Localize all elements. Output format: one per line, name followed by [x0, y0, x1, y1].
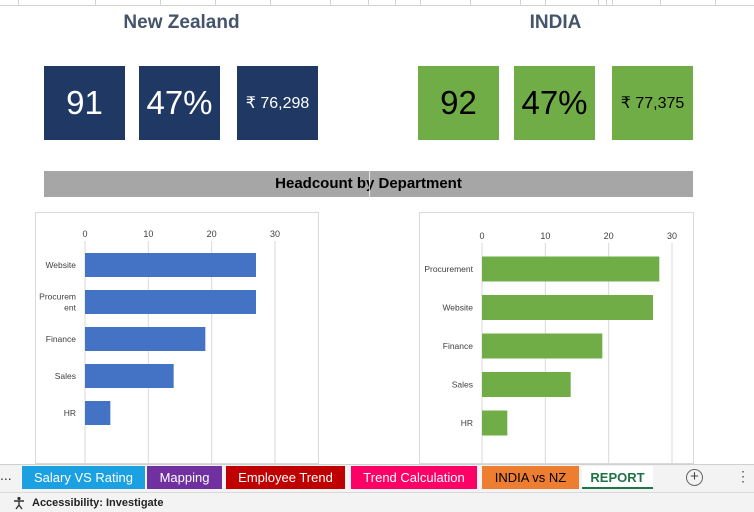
bar: [85, 290, 256, 314]
status-bar: [0, 492, 754, 512]
category-label: Finance: [46, 334, 77, 344]
india-title: INDIA: [529, 12, 582, 33]
tick-label: 20: [604, 231, 614, 241]
tick-label: 10: [143, 229, 153, 239]
tick-label: 0: [82, 229, 87, 239]
category-label: Procurement: [424, 264, 473, 274]
more-sheets-icon[interactable]: ...: [0, 467, 12, 483]
tab-report[interactable]: REPORT: [582, 466, 653, 489]
bar: [482, 333, 603, 359]
bar: [85, 401, 111, 425]
nz-kpi-percentage: 47%: [139, 66, 220, 140]
nz-kpi-headcount: 91: [44, 66, 125, 140]
tab-mapping[interactable]: Mapping: [147, 466, 222, 489]
india-kpi-percentage: 47%: [514, 66, 595, 140]
india-kpi-salary: ₹ 77,375: [612, 66, 693, 140]
tick-label: 30: [270, 229, 280, 239]
banner-divider: [369, 171, 370, 197]
add-sheet-icon[interactable]: +: [686, 469, 703, 486]
banner-title: Headcount by Department: [275, 175, 462, 192]
category-label: Sales: [55, 371, 76, 381]
bar: [85, 364, 174, 388]
accessibility-status[interactable]: Accessibility: Investigate: [32, 497, 164, 509]
india-headcount-chart[interactable]: 0 10 20 30 Procurement Website Finance Sales HR: [419, 212, 694, 464]
tab-salary-vs-rating[interactable]: Salary VS Rating: [22, 466, 145, 489]
chart-canvas: 0 10 20 30 Procurement Website Finance Sales HR: [424, 231, 677, 463]
bar: [85, 253, 256, 277]
category-label: HR: [64, 408, 76, 418]
bar: [482, 295, 653, 320]
tick-label: 30: [667, 231, 677, 241]
category-label: Website: [45, 260, 76, 270]
bar: [482, 256, 660, 282]
category-label: HR: [461, 418, 473, 428]
nz-title: New Zealand: [123, 12, 240, 33]
category-label: Sales: [452, 380, 473, 390]
tick-label: 10: [540, 231, 550, 241]
accessibility-icon[interactable]: [12, 496, 26, 510]
headcount-banner: Headcount by Department: [44, 171, 693, 197]
tab-employee-trend[interactable]: Employee Trend: [226, 466, 345, 489]
tab-trend-calculation[interactable]: Trend Calculation: [351, 466, 477, 489]
tab-india-vs-nz[interactable]: INDIA vs NZ: [482, 466, 579, 489]
bar: [482, 372, 571, 397]
tick-label: 0: [479, 231, 484, 241]
options-icon[interactable]: ⋮: [736, 468, 750, 484]
grid-header-strip: [0, 0, 754, 6]
chart-canvas: 0 10 20 30 Website Procurem ent Finance Sales HR: [39, 229, 280, 463]
category-label: Finance: [443, 341, 474, 351]
india-kpi-headcount: 92: [418, 66, 499, 140]
nz-headcount-chart[interactable]: 0 10 20 30 Website Procurem ent Finance Sales HR: [35, 212, 319, 464]
category-label: Website: [442, 303, 473, 313]
tick-label: 20: [207, 229, 217, 239]
nz-kpi-salary: ₹ 76,298: [237, 66, 318, 140]
bar: [85, 327, 206, 351]
bar: [482, 410, 508, 436]
